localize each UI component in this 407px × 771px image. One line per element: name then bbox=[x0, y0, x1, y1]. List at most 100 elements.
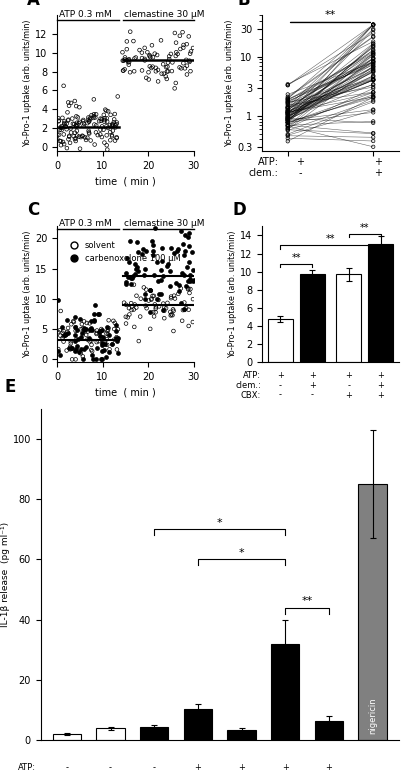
Point bbox=[95, 308, 102, 320]
Point bbox=[284, 116, 291, 128]
Point bbox=[94, 129, 101, 141]
Point bbox=[186, 55, 193, 67]
Point bbox=[109, 129, 115, 141]
Point bbox=[184, 59, 190, 72]
Point bbox=[133, 301, 140, 314]
Point bbox=[190, 42, 196, 54]
Point bbox=[177, 43, 184, 56]
Point bbox=[190, 274, 197, 286]
Point bbox=[284, 135, 291, 147]
Point bbox=[284, 95, 291, 107]
Point bbox=[160, 270, 166, 282]
Point bbox=[185, 283, 191, 295]
Point bbox=[171, 247, 177, 259]
Text: C: C bbox=[27, 201, 39, 220]
Point bbox=[284, 114, 291, 126]
Point bbox=[92, 353, 99, 365]
Point bbox=[112, 317, 118, 329]
Point bbox=[113, 331, 120, 343]
Point bbox=[142, 299, 149, 311]
Bar bbox=[271, 644, 300, 740]
Point bbox=[149, 39, 155, 52]
Point bbox=[127, 234, 134, 247]
Point bbox=[88, 315, 94, 327]
Point bbox=[87, 112, 94, 124]
Point bbox=[180, 42, 186, 54]
Point bbox=[60, 335, 67, 348]
Point bbox=[54, 133, 61, 145]
Point bbox=[91, 93, 97, 106]
Point bbox=[131, 52, 138, 65]
Point bbox=[77, 347, 84, 359]
Point bbox=[153, 302, 159, 315]
Point bbox=[370, 44, 376, 56]
Point bbox=[109, 124, 116, 136]
Point bbox=[126, 56, 132, 68]
Point bbox=[102, 103, 109, 116]
Point bbox=[54, 128, 61, 140]
Point bbox=[119, 46, 126, 59]
Point bbox=[186, 320, 192, 332]
Point bbox=[370, 47, 376, 59]
Bar bbox=[336, 274, 361, 362]
Text: +: + bbox=[377, 381, 384, 390]
Point bbox=[174, 48, 181, 60]
Point bbox=[149, 60, 156, 72]
Point bbox=[284, 116, 291, 129]
Point bbox=[67, 343, 74, 355]
Point bbox=[114, 131, 120, 143]
Point bbox=[284, 101, 291, 113]
Point bbox=[125, 56, 131, 69]
Point bbox=[127, 278, 134, 291]
Bar bbox=[268, 319, 293, 362]
Point bbox=[147, 305, 154, 318]
Point bbox=[284, 104, 291, 116]
Point bbox=[61, 118, 68, 130]
Point bbox=[110, 116, 117, 129]
Point bbox=[115, 323, 121, 335]
Point bbox=[370, 40, 376, 52]
Point bbox=[140, 268, 147, 281]
Point bbox=[128, 297, 134, 309]
Point bbox=[79, 130, 85, 142]
Point bbox=[370, 74, 376, 86]
Point bbox=[370, 63, 376, 76]
Point bbox=[141, 42, 148, 54]
Point bbox=[80, 114, 87, 126]
Point bbox=[147, 284, 153, 296]
Text: -: - bbox=[279, 391, 282, 399]
Text: ATP 0.3 mM: ATP 0.3 mM bbox=[59, 10, 112, 19]
Point bbox=[127, 66, 133, 79]
Point bbox=[102, 338, 108, 350]
Point bbox=[370, 69, 376, 82]
Point bbox=[142, 262, 148, 274]
Point bbox=[185, 282, 192, 295]
Point bbox=[96, 326, 102, 338]
Point bbox=[137, 311, 143, 323]
Point bbox=[123, 318, 129, 330]
Point bbox=[161, 312, 168, 325]
Point bbox=[75, 346, 82, 359]
Point bbox=[123, 276, 129, 288]
Point bbox=[158, 34, 164, 46]
Point bbox=[55, 115, 62, 127]
Point bbox=[73, 321, 79, 333]
Bar bbox=[315, 721, 343, 740]
Point bbox=[180, 57, 187, 69]
Point bbox=[121, 63, 128, 76]
Point bbox=[88, 322, 95, 334]
Point bbox=[284, 114, 291, 126]
Point bbox=[186, 256, 193, 268]
Point bbox=[58, 139, 64, 151]
Point bbox=[113, 118, 120, 130]
Point bbox=[284, 79, 291, 92]
Point bbox=[103, 328, 110, 340]
Point bbox=[74, 340, 81, 352]
Point bbox=[125, 271, 131, 284]
Point bbox=[112, 108, 118, 120]
Point bbox=[63, 328, 69, 340]
Point bbox=[98, 115, 104, 127]
Point bbox=[99, 336, 105, 348]
Point bbox=[370, 59, 376, 71]
Point bbox=[101, 336, 108, 348]
